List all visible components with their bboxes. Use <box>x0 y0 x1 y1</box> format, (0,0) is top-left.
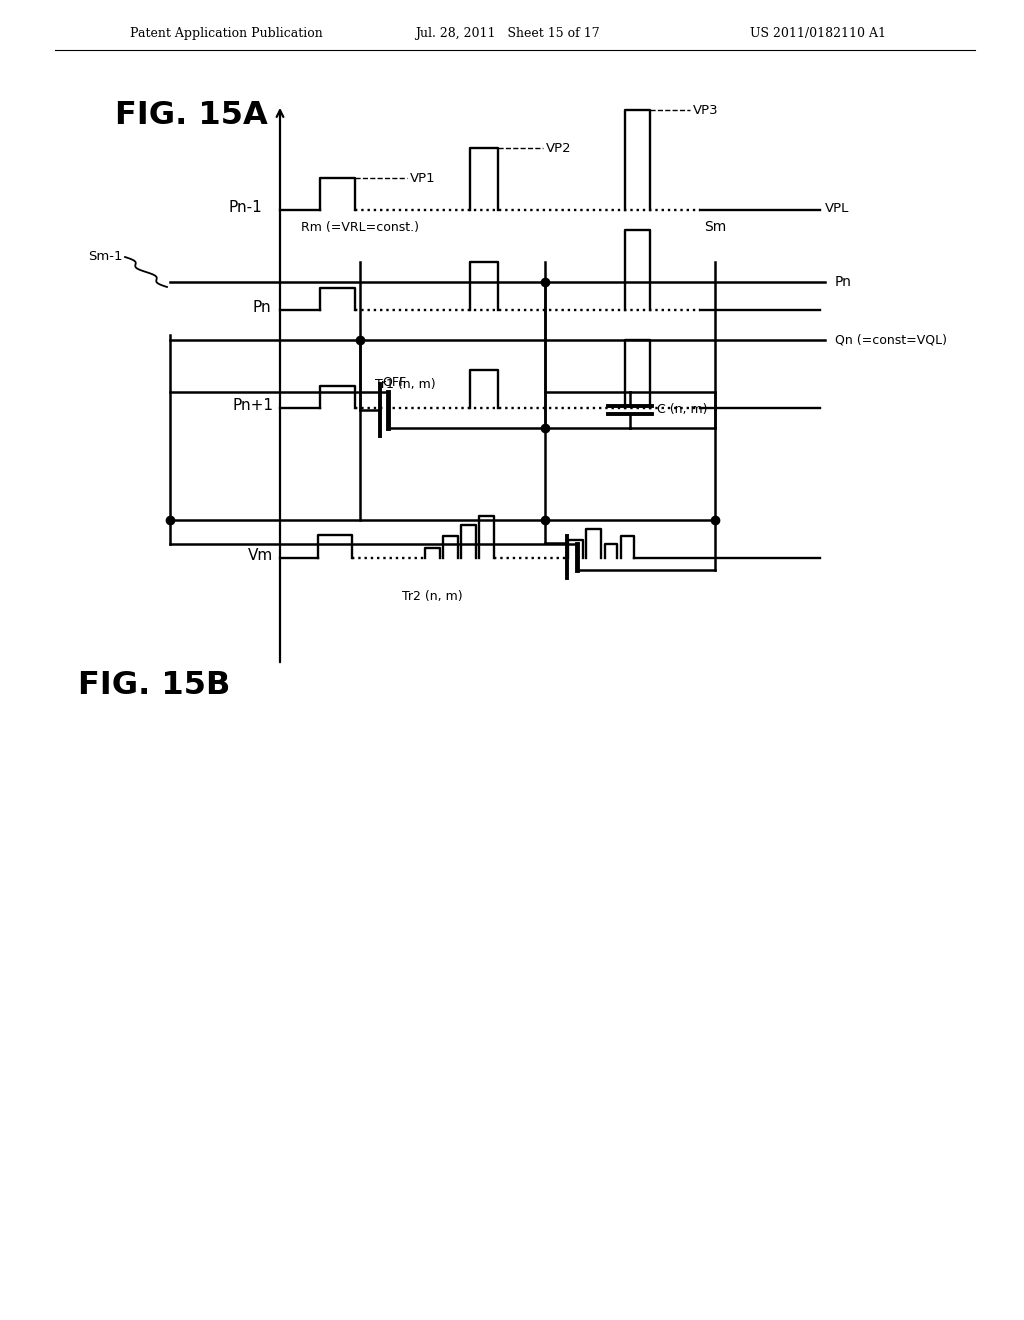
Text: Pn: Pn <box>252 301 270 315</box>
Text: FIG. 15A: FIG. 15A <box>115 99 267 131</box>
Text: Pn: Pn <box>835 275 852 289</box>
Text: FIG. 15B: FIG. 15B <box>78 669 230 701</box>
Text: Pn-1: Pn-1 <box>228 201 262 215</box>
Text: Tr2 (n, m): Tr2 (n, m) <box>401 590 462 603</box>
Text: C (n, m): C (n, m) <box>657 404 708 417</box>
Text: Sm-1: Sm-1 <box>88 251 123 264</box>
Text: OFF: OFF <box>382 375 407 388</box>
Text: VP3: VP3 <box>693 103 719 116</box>
Text: Vm: Vm <box>248 549 273 564</box>
Text: Qn (=const=VQL): Qn (=const=VQL) <box>835 334 947 346</box>
Text: Jul. 28, 2011   Sheet 15 of 17: Jul. 28, 2011 Sheet 15 of 17 <box>415 26 600 40</box>
Text: US 2011/0182110 A1: US 2011/0182110 A1 <box>750 26 886 40</box>
Text: Tr1 (n, m): Tr1 (n, m) <box>375 378 435 391</box>
Text: Patent Application Publication: Patent Application Publication <box>130 26 323 40</box>
Text: VP1: VP1 <box>410 172 435 185</box>
Text: VP2: VP2 <box>546 141 571 154</box>
Text: VPL: VPL <box>825 202 849 214</box>
Text: Sm: Sm <box>703 220 726 234</box>
Text: Pn+1: Pn+1 <box>232 399 273 413</box>
Text: Rm (=VRL=const.): Rm (=VRL=const.) <box>301 220 419 234</box>
